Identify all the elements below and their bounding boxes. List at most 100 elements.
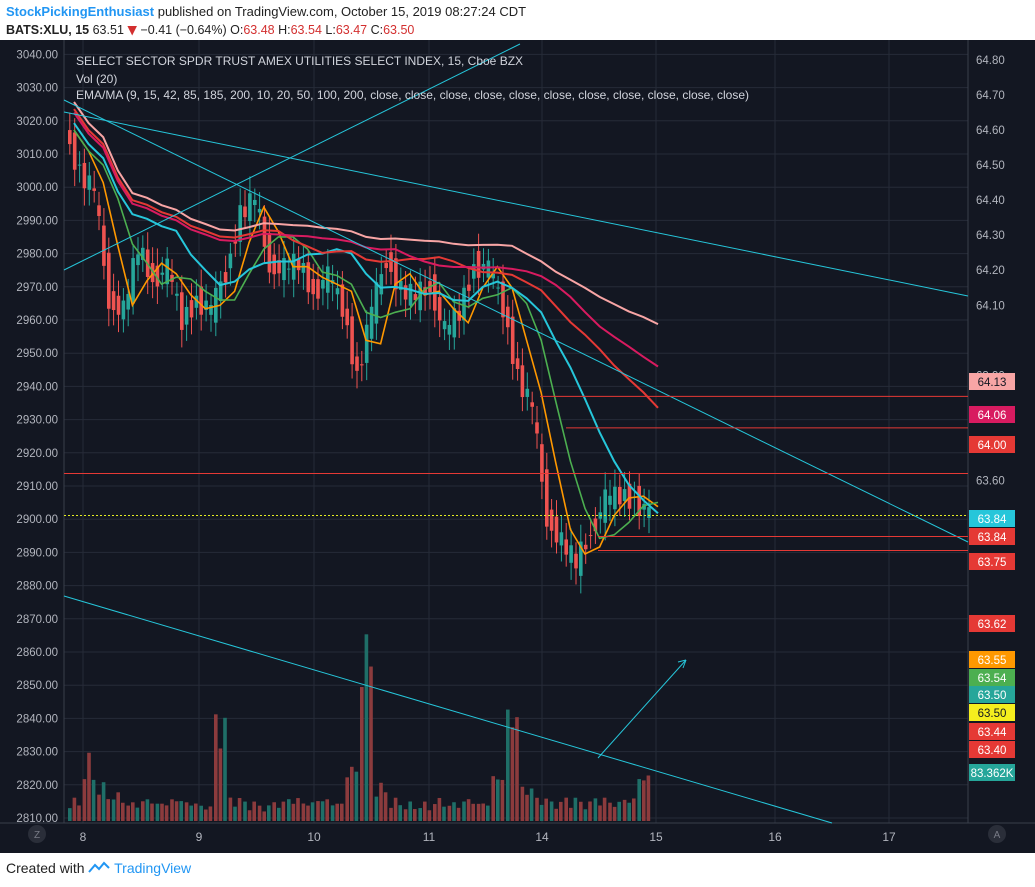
volume-bar (179, 801, 183, 821)
volume-bar (350, 766, 354, 821)
volume-bar (437, 797, 442, 821)
time-axis-tick-label: 16 (768, 830, 782, 844)
volume-bar (471, 803, 475, 821)
price-badge (969, 528, 1015, 545)
volume-bar (496, 779, 500, 821)
volume-bar (544, 798, 548, 821)
volume-bar (622, 799, 627, 821)
trend-line-channel-top (63, 99, 969, 543)
volume-bar (228, 797, 233, 821)
candle-body (340, 284, 345, 317)
volume-bar (481, 803, 485, 821)
candle-body (593, 518, 598, 532)
price-badge (969, 553, 1015, 570)
candle-body (160, 272, 165, 275)
volume-bar (243, 801, 247, 821)
candle-body (457, 310, 461, 321)
candle-body (267, 232, 272, 273)
legend-volume: Vol (20) (76, 72, 117, 86)
price-badge (969, 510, 1015, 527)
candle-body (569, 545, 573, 563)
close-label: C: (370, 23, 384, 37)
plot-area (64, 40, 968, 823)
price-badge-label: 63.44 (978, 727, 1007, 739)
left-axis-tick-label: 2820.00 (16, 780, 58, 792)
trend-arrow-line (597, 659, 687, 759)
price-badge (969, 615, 1015, 632)
candle-body (257, 208, 262, 213)
volume-bar (184, 802, 189, 821)
volume-bar (170, 799, 174, 821)
candle-body (501, 281, 505, 318)
volume-bar (345, 777, 349, 821)
left-axis-tick-label: 3000.00 (16, 182, 58, 194)
candle-body (510, 316, 515, 364)
candle-body (399, 280, 403, 290)
volume-bar (374, 796, 379, 821)
tradingview-brand[interactable]: TradingView (114, 860, 192, 876)
volume-bar (316, 801, 320, 821)
price-chart[interactable]: 3040.00 3030.00 3020.00 3010.00 3000.00 2990.… (0, 40, 1035, 853)
left-axis-tick-label: 2920.00 (16, 448, 58, 460)
candle-body (218, 281, 223, 302)
volume-bar (608, 802, 612, 821)
candle-body (87, 175, 92, 190)
volume-bar (141, 801, 145, 821)
candle-body (608, 495, 612, 505)
candle-body (520, 365, 525, 398)
candle-body (442, 321, 447, 330)
volume-bar (237, 797, 242, 821)
candle-body (301, 262, 306, 273)
left-axis-tick-label: 2970.00 (16, 282, 58, 294)
price-badge (969, 741, 1015, 758)
price-badge-label: 63.40 (978, 745, 1007, 757)
volume-bar (354, 771, 359, 821)
volume-bar (68, 808, 72, 821)
candle-body (238, 205, 242, 242)
candle-body (452, 308, 457, 338)
candle-body (540, 444, 544, 482)
volume-bar (164, 805, 169, 821)
volume-bar (486, 805, 490, 821)
candle-body (277, 260, 281, 274)
candle-body (141, 247, 145, 260)
volume-bar (135, 807, 140, 821)
volume-bar (330, 805, 335, 821)
candle-body (384, 263, 388, 269)
candle-body (345, 308, 349, 326)
ema-42-line (73, 122, 659, 515)
volume-bar (456, 807, 461, 821)
volume-bar (520, 786, 525, 821)
candle-body (545, 469, 549, 527)
volume-bar (364, 634, 369, 821)
ema-85-line (73, 108, 659, 409)
candle-body (467, 284, 471, 291)
volume-bar (525, 794, 529, 821)
volume-bar (569, 807, 573, 821)
volume-bar (106, 799, 110, 821)
volume-bar (442, 806, 446, 821)
candle-body (447, 324, 452, 335)
volume-bar (272, 802, 276, 821)
volume-bar (301, 803, 306, 821)
candle-body (165, 258, 169, 285)
author-link[interactable]: StockPickingEnthusiast (6, 4, 155, 19)
candle-body (228, 253, 233, 269)
volume-bar (155, 803, 160, 821)
left-axis-tick-label: 2840.00 (16, 713, 58, 725)
candle-body (189, 300, 194, 318)
candle-body (564, 539, 568, 555)
published-text: published on TradingView.com, October 15… (157, 4, 527, 19)
volume-bar (476, 803, 481, 821)
right-axis-tick-label: 63.60 (976, 475, 1005, 487)
volume-bar (126, 805, 130, 821)
volume-bar (277, 807, 281, 821)
time-axis-tick-label: 10 (307, 830, 321, 844)
left-axis-tick-label: 2810.00 (16, 813, 58, 825)
low-value: 63.47 (335, 23, 368, 37)
trend-line-channel-bottom (63, 595, 833, 824)
volume-bar (287, 799, 291, 821)
publish-line: StockPickingEnthusiast published on Trad… (6, 4, 526, 19)
right-axis-tick-label: 64.50 (976, 160, 1005, 172)
candle-body (588, 535, 593, 537)
